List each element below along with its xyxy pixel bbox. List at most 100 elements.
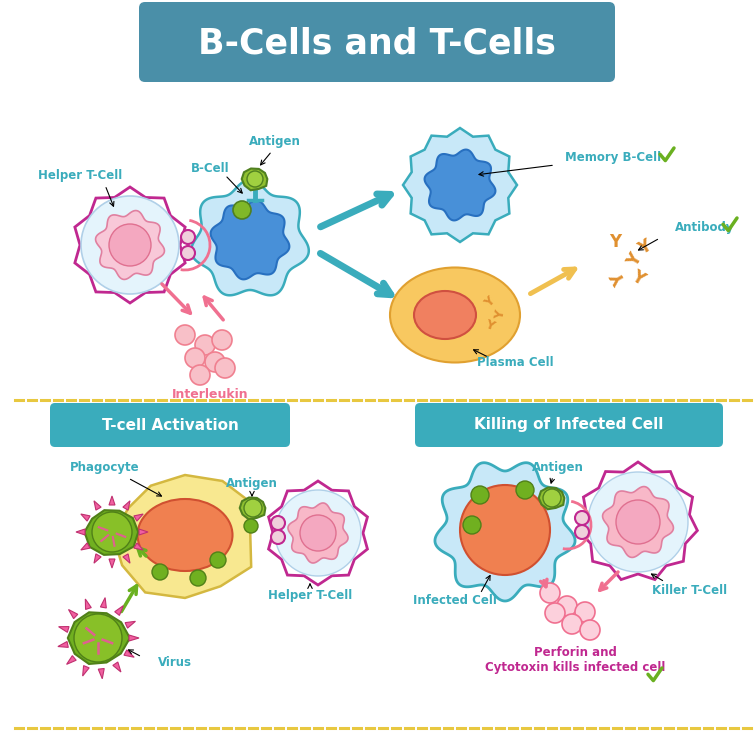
Polygon shape <box>240 498 265 519</box>
Text: Perforin and
Cytotoxin kills infected cell: Perforin and Cytotoxin kills infected ce… <box>485 646 665 674</box>
Circle shape <box>190 570 206 586</box>
Polygon shape <box>123 554 130 563</box>
Polygon shape <box>113 475 252 598</box>
Circle shape <box>471 486 489 504</box>
Polygon shape <box>85 599 91 609</box>
Text: Y: Y <box>636 237 654 259</box>
Circle shape <box>543 489 561 507</box>
Polygon shape <box>134 543 143 550</box>
FancyBboxPatch shape <box>50 403 290 447</box>
Polygon shape <box>602 487 673 557</box>
Text: Y: Y <box>483 294 498 310</box>
Polygon shape <box>81 543 90 550</box>
Polygon shape <box>288 503 348 563</box>
Circle shape <box>233 201 251 219</box>
FancyBboxPatch shape <box>139 2 615 82</box>
Text: Interleukin: Interleukin <box>172 388 248 402</box>
Polygon shape <box>139 529 148 535</box>
Circle shape <box>195 335 215 355</box>
Text: Antibody: Antibody <box>675 222 734 234</box>
Circle shape <box>588 472 688 572</box>
Polygon shape <box>124 650 134 657</box>
Circle shape <box>244 499 262 517</box>
Circle shape <box>215 358 235 378</box>
Circle shape <box>81 196 179 294</box>
Text: Y: Y <box>609 233 621 251</box>
Circle shape <box>175 325 195 345</box>
Circle shape <box>460 485 550 575</box>
Circle shape <box>575 511 589 525</box>
Text: T-cell Activation: T-cell Activation <box>102 417 238 432</box>
Polygon shape <box>425 150 495 220</box>
Ellipse shape <box>414 291 476 339</box>
Circle shape <box>74 614 122 662</box>
Ellipse shape <box>390 268 520 362</box>
Polygon shape <box>59 626 69 632</box>
Text: Killer T-Cell: Killer T-Cell <box>652 583 728 597</box>
Polygon shape <box>113 662 121 672</box>
Circle shape <box>185 348 205 368</box>
Circle shape <box>580 620 600 640</box>
Polygon shape <box>94 554 101 563</box>
Polygon shape <box>115 606 123 615</box>
Polygon shape <box>403 128 517 242</box>
Polygon shape <box>98 669 104 679</box>
Circle shape <box>557 596 577 616</box>
Polygon shape <box>539 487 564 509</box>
Circle shape <box>212 330 232 350</box>
Circle shape <box>181 230 195 244</box>
Text: Helper T-Cell: Helper T-Cell <box>268 589 352 601</box>
Polygon shape <box>66 655 76 664</box>
Circle shape <box>575 602 595 622</box>
Polygon shape <box>242 168 268 190</box>
Polygon shape <box>109 496 115 505</box>
Text: Helper T-Cell: Helper T-Cell <box>38 168 122 182</box>
Circle shape <box>181 246 195 260</box>
Text: Memory B-Cell: Memory B-Cell <box>565 152 661 164</box>
Text: Virus: Virus <box>158 655 192 669</box>
Text: Antigen: Antigen <box>249 135 301 149</box>
Text: Phagocyte: Phagocyte <box>70 461 139 475</box>
Text: Y: Y <box>624 250 646 270</box>
Text: Killing of Infected Cell: Killing of Infected Cell <box>474 417 664 432</box>
Polygon shape <box>123 501 130 510</box>
Circle shape <box>463 516 481 534</box>
Circle shape <box>275 490 361 576</box>
Ellipse shape <box>137 499 232 571</box>
Circle shape <box>300 515 336 551</box>
Text: Plasma Cell: Plasma Cell <box>477 356 553 368</box>
Polygon shape <box>83 666 89 676</box>
Circle shape <box>205 352 225 372</box>
Polygon shape <box>192 180 309 295</box>
Text: Y: Y <box>609 269 631 288</box>
Circle shape <box>562 614 582 634</box>
Polygon shape <box>100 597 106 608</box>
Circle shape <box>516 481 534 499</box>
Circle shape <box>271 516 285 530</box>
Circle shape <box>190 365 210 385</box>
Polygon shape <box>76 529 85 535</box>
Polygon shape <box>435 463 575 601</box>
FancyBboxPatch shape <box>415 403 723 447</box>
Polygon shape <box>125 621 136 628</box>
Polygon shape <box>68 612 130 664</box>
Text: Y: Y <box>483 318 496 333</box>
Text: Antigen: Antigen <box>532 461 584 475</box>
Polygon shape <box>96 211 164 280</box>
Text: Infected Cell: Infected Cell <box>413 594 497 606</box>
Polygon shape <box>134 514 143 521</box>
Polygon shape <box>81 514 90 521</box>
Circle shape <box>152 564 168 580</box>
Polygon shape <box>210 201 290 279</box>
Polygon shape <box>94 501 101 510</box>
Circle shape <box>271 530 285 544</box>
Circle shape <box>540 583 560 603</box>
Polygon shape <box>84 510 138 555</box>
Text: B-Cell: B-Cell <box>191 161 229 175</box>
Text: Y: Y <box>493 310 507 321</box>
Circle shape <box>545 603 565 623</box>
Text: Y: Y <box>628 267 648 289</box>
Polygon shape <box>58 641 69 647</box>
Circle shape <box>210 552 226 568</box>
Circle shape <box>616 500 660 544</box>
